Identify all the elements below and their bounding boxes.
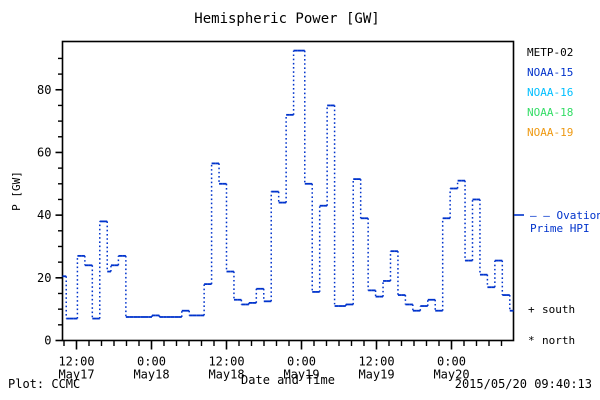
south-marker-symbol: + <box>528 303 535 316</box>
legend-satellite-noaa-19: NOAA-19 <box>527 126 573 139</box>
legend-satellite-noaa-18: NOAA-18 <box>527 106 573 119</box>
north-marker-label: north <box>542 334 575 347</box>
ovation-legend-label-line1: – – Ovation <box>530 209 600 222</box>
y-tick-label: 60 <box>37 145 51 159</box>
y-tick-label: 80 <box>37 83 51 97</box>
series-ovation-prime-hpi <box>62 49 514 320</box>
y-tick-label: 20 <box>37 271 51 285</box>
x-axis-ticks: 12:00May170:00May1812:00May180:00May1912… <box>58 340 503 382</box>
x-tick-date: May20 <box>433 368 469 382</box>
x-tick-time: 12:00 <box>358 355 394 369</box>
south-marker-label: south <box>542 303 575 316</box>
data-series-layer <box>62 49 514 320</box>
x-tick-time: 0:00 <box>287 355 316 369</box>
y-tick-label: 40 <box>37 208 51 222</box>
x-tick-time: 0:00 <box>137 355 166 369</box>
legend-satellites: METP-02 NOAA-15 NOAA-16 NOAA-18 NOAA-19 <box>527 46 573 139</box>
x-tick-date: May19 <box>358 368 394 382</box>
x-tick-time: 0:00 <box>437 355 466 369</box>
y-axis-label: P [GW] <box>10 171 23 211</box>
legend-satellite-noaa-15: NOAA-15 <box>527 66 573 79</box>
north-marker-symbol: * <box>528 334 535 347</box>
ovation-legend-label-line2: Prime HPI <box>530 222 590 235</box>
plot-timestamp: 2015/05/20 09:40:13 <box>455 377 592 391</box>
legend-satellite-noaa-16: NOAA-16 <box>527 86 573 99</box>
x-tick-date: May18 <box>133 368 169 382</box>
x-tick-date: May18 <box>208 368 244 382</box>
plot-credit: Plot: CCMC <box>8 377 80 391</box>
x-tick-time: 12:00 <box>58 355 94 369</box>
page-title: Hemispheric Power [GW] <box>194 11 379 27</box>
y-tick-label: 0 <box>44 334 51 348</box>
x-tick-date: May19 <box>283 368 319 382</box>
plot-frame <box>61 40 515 342</box>
x-tick-time: 12:00 <box>208 355 244 369</box>
y-axis-ticks: 0 20 40 60 80 <box>37 57 63 348</box>
legend-satellite-metp-02: METP-02 <box>527 46 573 59</box>
x-axis-label: Date and Time <box>241 373 335 387</box>
x-tick-date: May17 <box>58 368 94 382</box>
